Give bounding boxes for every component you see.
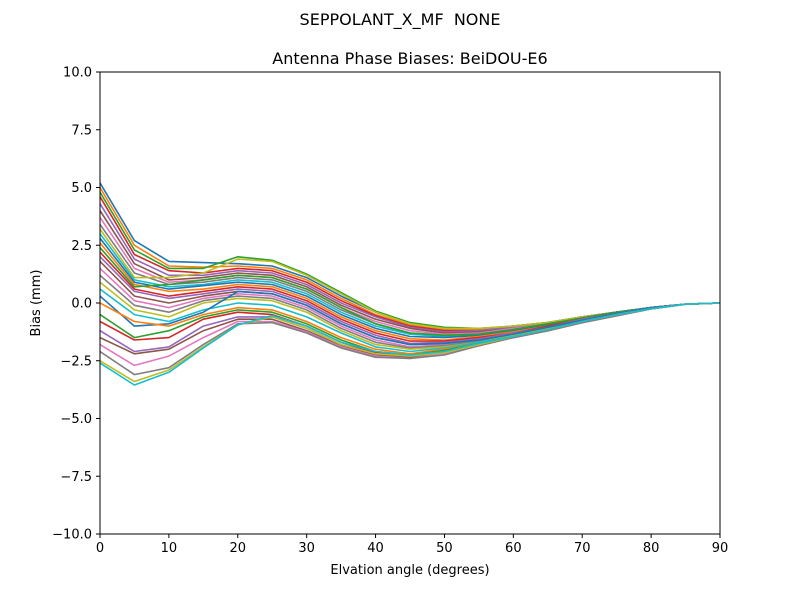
chart-title: Antenna Phase Biases: BeiDOU-E6	[272, 49, 547, 68]
figure-suptitle: SEPPOLANT_X_MF NONE	[299, 10, 501, 29]
x-tick-label: 10	[161, 541, 178, 556]
x-tick-label: 80	[643, 541, 660, 556]
y-tick-label: −7.5	[60, 470, 92, 485]
x-tick-label: 20	[230, 541, 247, 556]
x-tick-label: 30	[298, 541, 315, 556]
axes-layer: 0 10 20 30 40 50 60 70 80 90 −10.0 −7.5 −5.0 −2.5 0.0 2…	[52, 66, 728, 557]
x-tick-label: 0	[96, 541, 104, 556]
x-tick-label: 60	[505, 541, 522, 556]
y-tick-label: 10.0	[63, 66, 92, 81]
y-tick-label: 7.5	[71, 123, 92, 138]
y-tick-label: −10.0	[52, 528, 92, 543]
series-line-s02	[100, 187, 720, 331]
y-tick-label: 2.5	[71, 239, 92, 254]
plot-frame	[99, 71, 721, 535]
series-line-s28	[100, 302, 720, 376]
y-tick-label: 0.0	[71, 297, 92, 312]
x-tick-label: 90	[712, 541, 729, 556]
y-tick-label: 5.0	[71, 181, 92, 196]
series-line-s13	[100, 247, 720, 337]
series-line-s30	[100, 302, 720, 386]
x-tick-label: 50	[436, 541, 453, 556]
series-layer	[100, 182, 720, 386]
x-tick-label: 70	[574, 541, 591, 556]
x-tick-label: 40	[367, 541, 384, 556]
y-tick-label: −2.5	[60, 354, 92, 369]
x-axis-label: Elvation angle (degrees)	[330, 563, 489, 578]
series-line-s21	[100, 290, 720, 346]
y-axis-label: Bias (mm)	[29, 270, 44, 337]
y-tick-label: −5.0	[60, 412, 92, 427]
